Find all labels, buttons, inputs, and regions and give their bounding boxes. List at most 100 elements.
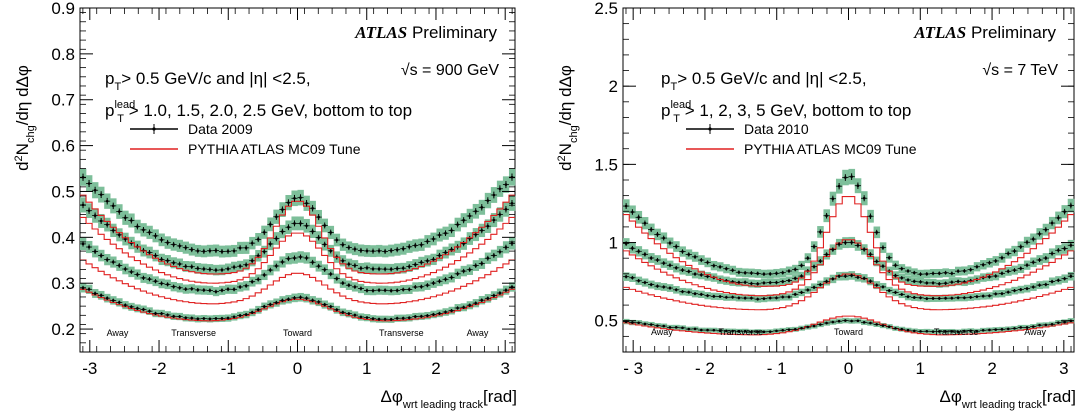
- data-point: [438, 254, 441, 257]
- data-point: [275, 301, 278, 304]
- data-point: [681, 326, 684, 330]
- data-point: [226, 250, 230, 253]
- data-point: [124, 303, 127, 307]
- data-point: [1069, 204, 1073, 207]
- data-point: [1025, 240, 1029, 244]
- data-point: [919, 296, 922, 300]
- data-point: [99, 193, 103, 196]
- data-point: [444, 278, 447, 281]
- data-point: [900, 276, 904, 280]
- data-point: [136, 273, 139, 276]
- mc-histogram: [623, 273, 1074, 311]
- data-point: [184, 246, 188, 249]
- data-point: [323, 243, 326, 246]
- data-point: [631, 276, 634, 280]
- data-point: [178, 286, 181, 290]
- data-point: [837, 274, 841, 278]
- data-point: [462, 218, 465, 222]
- data-point: [166, 241, 169, 244]
- data-point: [649, 323, 653, 326]
- data-point: [1019, 245, 1023, 249]
- data-point: [238, 285, 242, 289]
- data-point: [317, 215, 320, 219]
- data-point: [944, 281, 947, 285]
- data-point: [743, 271, 747, 275]
- data-point: [656, 284, 659, 288]
- data-point: [87, 209, 91, 212]
- data-point: [420, 314, 423, 318]
- data-point: [912, 329, 916, 333]
- data-point: [906, 295, 910, 299]
- data-point: [317, 236, 320, 239]
- data-point: [395, 267, 399, 270]
- x-axis-label: Δφwrt leading track[rad]: [939, 387, 1076, 411]
- data-point: [819, 283, 822, 286]
- data-point: [347, 312, 351, 315]
- data-point: [87, 288, 91, 291]
- x-tick-label: - 3: [623, 359, 643, 378]
- data-point: [831, 277, 835, 281]
- data-point: [341, 259, 345, 263]
- data-point: [293, 222, 296, 225]
- data-point: [93, 188, 97, 192]
- data-point: [806, 256, 810, 260]
- data-point: [226, 267, 230, 271]
- series-1: [80, 282, 516, 323]
- data-point: [844, 274, 847, 278]
- data-point: [699, 258, 703, 262]
- data-point: [269, 223, 272, 226]
- data-point: [681, 250, 684, 253]
- data-point: [480, 229, 484, 232]
- data-point: [793, 268, 797, 271]
- data-point: [718, 295, 722, 298]
- data-point: [944, 296, 947, 300]
- data-point: [389, 249, 393, 252]
- x-tick-label: -2: [151, 359, 166, 378]
- data-point: [359, 287, 363, 290]
- data-point: [244, 246, 248, 250]
- data-point: [1013, 249, 1016, 253]
- data-point: [190, 316, 194, 320]
- data-point: [401, 316, 405, 320]
- data-point: [383, 250, 387, 253]
- data-point: [1006, 252, 1010, 255]
- data-point: [299, 295, 302, 299]
- data-point: [377, 267, 381, 271]
- data-point: [756, 282, 759, 286]
- y-tick-label: 0.4: [51, 228, 75, 247]
- chart-panel-2: Away Transverse Toward Transverse Away - 3 - 2…: [556, 0, 1076, 411]
- y-tick-label: 0.2: [51, 320, 75, 339]
- data-point: [812, 265, 816, 268]
- data-point: [862, 196, 866, 200]
- data-point: [712, 328, 716, 332]
- data-point: [426, 283, 429, 287]
- data-point: [353, 247, 357, 251]
- data-point: [881, 285, 885, 289]
- data-point: [894, 263, 897, 267]
- data-point: [1044, 323, 1048, 327]
- x-axis-label: Δφwrt leading track[rad]: [380, 387, 517, 411]
- data-point: [347, 283, 351, 287]
- data-point: [395, 316, 399, 320]
- data-point: [825, 214, 828, 218]
- data-point: [762, 330, 766, 334]
- mc-histogram: [80, 216, 515, 284]
- legend-data-label: Data 2009: [188, 121, 253, 137]
- data-point: [111, 299, 115, 302]
- data-point: [1063, 247, 1066, 250]
- data-point: [105, 223, 109, 226]
- data-point: [1044, 283, 1048, 286]
- data-point: [793, 293, 797, 296]
- data-point: [1050, 252, 1054, 255]
- data-point: [99, 294, 103, 297]
- data-point: [166, 313, 169, 317]
- data-point: [831, 248, 835, 251]
- data-point: [269, 268, 272, 272]
- data-point: [781, 295, 785, 299]
- data-point: [256, 238, 260, 241]
- data-point: [912, 296, 916, 299]
- data-point: [220, 250, 224, 253]
- x-tick-label: 3: [1059, 359, 1068, 378]
- data-point: [894, 327, 897, 330]
- data-point: [668, 286, 672, 290]
